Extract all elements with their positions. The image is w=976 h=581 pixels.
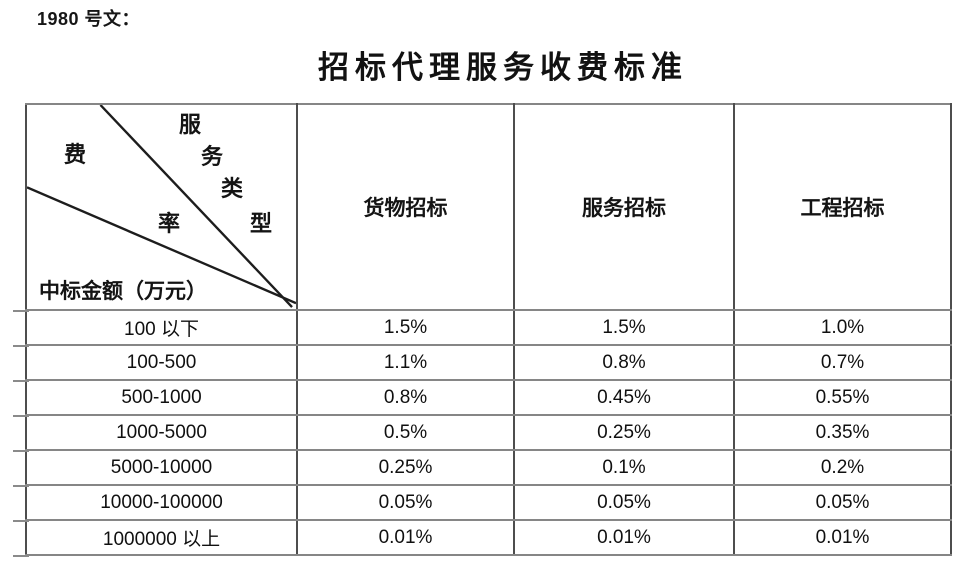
- fee-rate-cell: 1.1%: [296, 344, 515, 381]
- fee-standard-table: 服 务 类 型 费 率 中标金额（万元） 货物招标 服务招标 工程招标 100 …: [25, 103, 952, 556]
- amount-range-cell: 1000-5000: [25, 414, 298, 451]
- amount-range-cell: 10000-100000: [25, 484, 298, 521]
- fee-rate-cell: 0.7%: [733, 344, 952, 381]
- fee-rate-cell: 0.5%: [296, 414, 515, 451]
- diag-label-service-type-char4: 型: [249, 211, 272, 236]
- amount-range-cell: 1000000 以上: [25, 519, 298, 556]
- table-row: 100-500 1.1% 0.8% 0.7%: [25, 344, 952, 381]
- amount-range-cell: 5000-10000: [25, 449, 298, 486]
- fee-rate-cell: 0.01%: [296, 519, 515, 556]
- fee-rate-cell: 0.05%: [296, 484, 515, 521]
- fee-rate-cell: 0.8%: [513, 344, 735, 381]
- fee-rate-cell: 0.01%: [513, 519, 735, 556]
- fee-rate-cell: 0.01%: [733, 519, 952, 556]
- line-overhang: [13, 415, 29, 417]
- fee-rate-cell: 0.25%: [513, 414, 735, 451]
- doc-number-label: 1980 号文：: [37, 9, 141, 29]
- table-row: 1000-5000 0.5% 0.25% 0.35%: [25, 414, 952, 451]
- amount-range-cell: 500-1000: [25, 379, 298, 416]
- line-overhang: [13, 485, 29, 487]
- fee-rate-cell: 0.35%: [733, 414, 952, 451]
- diagonal-split-lines: [27, 105, 296, 308]
- table-row: 10000-100000 0.05% 0.05% 0.05%: [25, 484, 952, 521]
- page-title: 招标代理服务收费标准: [318, 50, 688, 85]
- fee-rate-cell: 1.0%: [733, 309, 952, 346]
- fee-rate-cell: 0.25%: [296, 449, 515, 486]
- diagonal-header-cell: 服 务 类 型 费 率 中标金额（万元）: [25, 103, 298, 311]
- line-overhang: [13, 380, 29, 382]
- fee-rate-cell: 0.2%: [733, 449, 952, 486]
- line-overhang: [13, 450, 29, 452]
- fee-rate-cell: 0.1%: [513, 449, 735, 486]
- table-row: 100 以下 1.5% 1.5% 1.0%: [25, 309, 952, 346]
- line-overhang: [13, 345, 29, 347]
- column-header-service: 服务招标: [513, 103, 735, 311]
- amount-range-cell: 100 以下: [25, 309, 298, 346]
- diag-label-service-type-char1: 服: [178, 112, 201, 137]
- column-header-goods: 货物招标: [296, 103, 515, 311]
- table-body: 100 以下 1.5% 1.5% 1.0% 100-500 1.1% 0.8% 0.7% 500…: [25, 309, 952, 556]
- fee-rate-cell: 0.55%: [733, 379, 952, 416]
- diag-label-service-type-char2: 务: [200, 144, 223, 169]
- diag-label-fee-rate-char2: 率: [157, 211, 180, 236]
- line-overhang: [13, 555, 29, 557]
- header-row: 服 务 类 型 费 率 中标金额（万元） 货物招标 服务招标 工程招标: [25, 103, 952, 311]
- diag-label-fee-rate-char1: 费: [63, 142, 86, 167]
- fee-rate-cell: 0.05%: [733, 484, 952, 521]
- diag-label-service-type-char3: 类: [220, 176, 243, 201]
- line-overhang: [13, 520, 29, 522]
- amount-range-cell: 100-500: [25, 344, 298, 381]
- table-row: 500-1000 0.8% 0.45% 0.55%: [25, 379, 952, 416]
- diag-label-bid-amount: 中标金额（万元）: [39, 279, 207, 303]
- fee-rate-cell: 0.45%: [513, 379, 735, 416]
- fee-rate-cell: 0.8%: [296, 379, 515, 416]
- column-header-engineering: 工程招标: [733, 103, 952, 311]
- fee-rate-cell: 0.05%: [513, 484, 735, 521]
- fee-rate-cell: 1.5%: [296, 309, 515, 346]
- table-row: 5000-10000 0.25% 0.1% 0.2%: [25, 449, 952, 486]
- table-row: 1000000 以上 0.01% 0.01% 0.01%: [25, 519, 952, 556]
- line-overhang: [13, 310, 29, 312]
- fee-rate-cell: 1.5%: [513, 309, 735, 346]
